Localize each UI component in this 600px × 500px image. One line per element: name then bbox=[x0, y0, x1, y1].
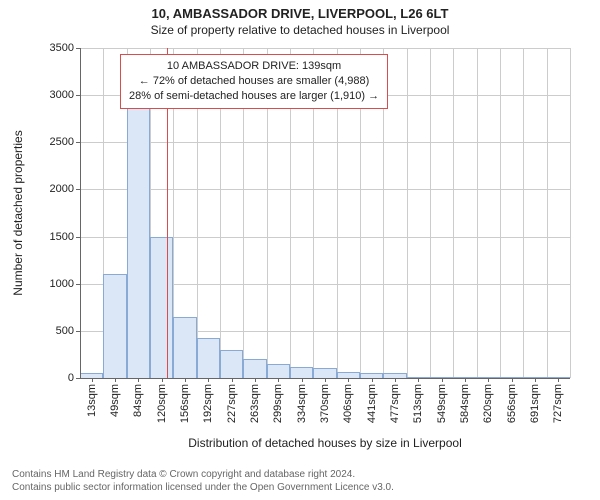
histogram-bar bbox=[150, 237, 173, 378]
y-tick-label: 2000 bbox=[50, 183, 74, 195]
x-tick-label: 370sqm bbox=[319, 384, 331, 423]
x-tick-label: 620sqm bbox=[482, 384, 494, 423]
x-tick-label: 406sqm bbox=[342, 384, 354, 423]
grid-line bbox=[523, 48, 524, 378]
x-axis-label: Distribution of detached houses by size … bbox=[80, 436, 570, 450]
footer-line-2: Contains public sector information licen… bbox=[12, 481, 394, 494]
chart-subtitle: Size of property relative to detached ho… bbox=[0, 21, 600, 37]
x-tick-label: 334sqm bbox=[296, 384, 308, 423]
grid-line bbox=[547, 48, 548, 378]
y-tick-label: 3500 bbox=[50, 42, 74, 54]
x-tick-label: 84sqm bbox=[132, 384, 144, 417]
y-tick-label: 500 bbox=[56, 325, 74, 337]
histogram-bar bbox=[243, 359, 266, 378]
histogram-bar bbox=[197, 338, 220, 378]
x-axis-line bbox=[80, 378, 570, 379]
grid-line bbox=[80, 48, 570, 49]
grid-line bbox=[80, 189, 570, 190]
y-axis-line bbox=[80, 48, 81, 378]
x-tick-label: 513sqm bbox=[412, 384, 424, 423]
x-tick-label: 227sqm bbox=[226, 384, 238, 423]
x-tick-label: 192sqm bbox=[202, 384, 214, 423]
annotation-line: ← 72% of detached houses are smaller (4,… bbox=[129, 74, 379, 89]
grid-line bbox=[570, 48, 571, 378]
histogram-bar bbox=[173, 317, 196, 378]
annotation-line: 10 AMBASSADOR DRIVE: 139sqm bbox=[129, 59, 379, 74]
x-tick-label: 263sqm bbox=[249, 384, 261, 423]
footer: Contains HM Land Registry data © Crown c… bbox=[12, 468, 394, 494]
x-tick-label: 299sqm bbox=[272, 384, 284, 423]
x-tick-label: 13sqm bbox=[86, 384, 98, 417]
annotation-box: 10 AMBASSADOR DRIVE: 139sqm← 72% of deta… bbox=[120, 54, 388, 109]
x-tick-label: 691sqm bbox=[529, 384, 541, 423]
x-tick-label: 584sqm bbox=[459, 384, 471, 423]
x-tick-label: 49sqm bbox=[109, 384, 121, 417]
x-tick-label: 656sqm bbox=[506, 384, 518, 423]
x-tick-label: 156sqm bbox=[179, 384, 191, 423]
annotation-line: 28% of semi-detached houses are larger (… bbox=[129, 89, 379, 104]
grid-line bbox=[453, 48, 454, 378]
histogram-bar bbox=[313, 368, 336, 378]
histogram-bar bbox=[103, 274, 126, 378]
grid-line bbox=[80, 142, 570, 143]
y-tick-label: 0 bbox=[68, 372, 74, 384]
histogram-bar bbox=[267, 364, 290, 378]
grid-line bbox=[477, 48, 478, 378]
grid-line bbox=[430, 48, 431, 378]
footer-line-1: Contains HM Land Registry data © Crown c… bbox=[12, 468, 394, 481]
x-tick-label: 441sqm bbox=[366, 384, 378, 423]
grid-line bbox=[407, 48, 408, 378]
x-tick-label: 549sqm bbox=[436, 384, 448, 423]
y-tick-label: 2500 bbox=[50, 136, 74, 148]
x-tick-label: 477sqm bbox=[389, 384, 401, 423]
x-tick-label: 727sqm bbox=[552, 384, 564, 423]
chart-title: 10, AMBASSADOR DRIVE, LIVERPOOL, L26 6LT bbox=[0, 0, 600, 21]
histogram-bar bbox=[290, 367, 313, 378]
y-tick-label: 1500 bbox=[50, 231, 74, 243]
plot-area: 050010001500200025003000350013sqm49sqm84… bbox=[80, 48, 570, 378]
y-axis-label: Number of detached properties bbox=[11, 130, 25, 295]
histogram-bar bbox=[220, 350, 243, 378]
grid-line bbox=[500, 48, 501, 378]
y-tick-label: 1000 bbox=[50, 278, 74, 290]
x-tick-label: 120sqm bbox=[156, 384, 168, 423]
y-tick-label: 3000 bbox=[50, 89, 74, 101]
histogram-bar bbox=[127, 105, 150, 378]
